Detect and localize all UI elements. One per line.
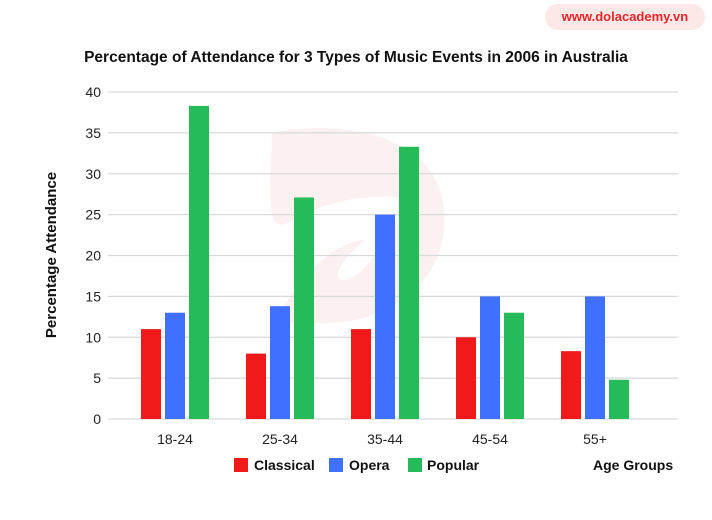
- bar-opera-45-54: [480, 296, 500, 419]
- legend: Classical Opera Popular: [234, 457, 480, 473]
- y-tick-label: 25: [85, 207, 101, 223]
- x-tick-label: 55+: [583, 431, 607, 447]
- legend-swatch-popular: [408, 458, 422, 472]
- bar-popular-18-24: [189, 105, 209, 420]
- y-tick-label: 40: [85, 84, 101, 100]
- legend-label-popular: Popular: [427, 457, 480, 473]
- chart-title: Percentage of Attendance for 3 Types of …: [84, 49, 628, 66]
- legend-label-classical: Classical: [254, 457, 315, 473]
- bar-classical-55+: [561, 351, 581, 419]
- bar-opera-35-44: [375, 214, 395, 419]
- legend-swatch-classical: [234, 458, 248, 472]
- y-tick-label: 30: [85, 166, 101, 182]
- bar-classical-35-44: [351, 329, 371, 419]
- y-tick-label: 0: [93, 411, 101, 427]
- bar-opera-55+: [585, 296, 605, 419]
- x-tick-label: 45-54: [472, 431, 508, 447]
- brand-logo[interactable]: www.dolacademy.vn: [545, 4, 705, 30]
- bar-popular-35-44: [399, 146, 419, 419]
- bar-opera-25-34: [270, 306, 290, 419]
- legend-swatch-opera: [329, 458, 343, 472]
- bar-classical-45-54: [456, 337, 476, 419]
- y-tick-label: 20: [85, 248, 101, 264]
- bar-classical-18-24: [141, 329, 161, 419]
- bar-popular-55+: [609, 379, 629, 419]
- bar-popular-25-34: [294, 197, 314, 419]
- bar-opera-18-24: [165, 312, 185, 419]
- y-axis-label: Percentage Attendance: [43, 172, 60, 338]
- y-tick-label: 5: [93, 370, 101, 386]
- x-axis-label: Age Groups: [593, 457, 673, 473]
- y-tick-label: 35: [85, 125, 101, 141]
- x-tick-label: 35-44: [367, 431, 403, 447]
- bar-classical-25-34: [246, 353, 266, 419]
- bar-popular-45-54: [504, 312, 524, 419]
- x-tick-label: 18-24: [157, 431, 193, 447]
- y-tick-label: 10: [85, 329, 101, 345]
- y-tick-label: 15: [85, 288, 101, 304]
- x-tick-label: 25-34: [262, 431, 298, 447]
- legend-label-opera: Opera: [349, 457, 390, 473]
